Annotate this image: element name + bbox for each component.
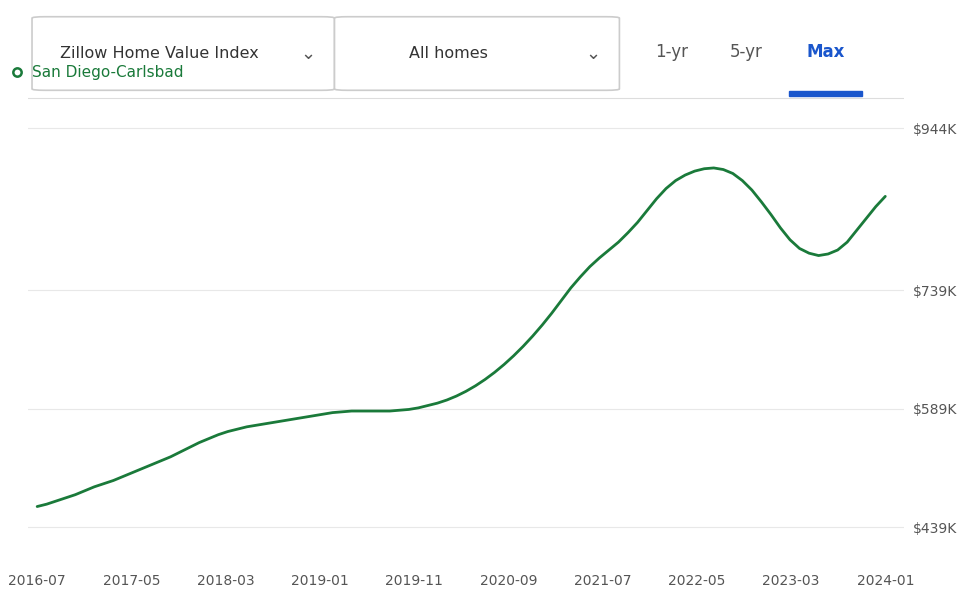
Text: ⌄: ⌄	[301, 45, 316, 62]
FancyBboxPatch shape	[335, 17, 620, 90]
Bar	[789, 91, 862, 96]
Text: 1-yr: 1-yr	[656, 43, 688, 61]
Text: Max: Max	[806, 43, 844, 61]
Text: Zillow Home Value Index: Zillow Home Value Index	[60, 46, 258, 61]
Text: ⌄: ⌄	[585, 45, 601, 62]
Text: All homes: All homes	[409, 46, 488, 61]
Text: 5-yr: 5-yr	[730, 43, 763, 61]
FancyBboxPatch shape	[32, 17, 335, 90]
Text: San Diego-Carlsbad: San Diego-Carlsbad	[32, 65, 183, 80]
